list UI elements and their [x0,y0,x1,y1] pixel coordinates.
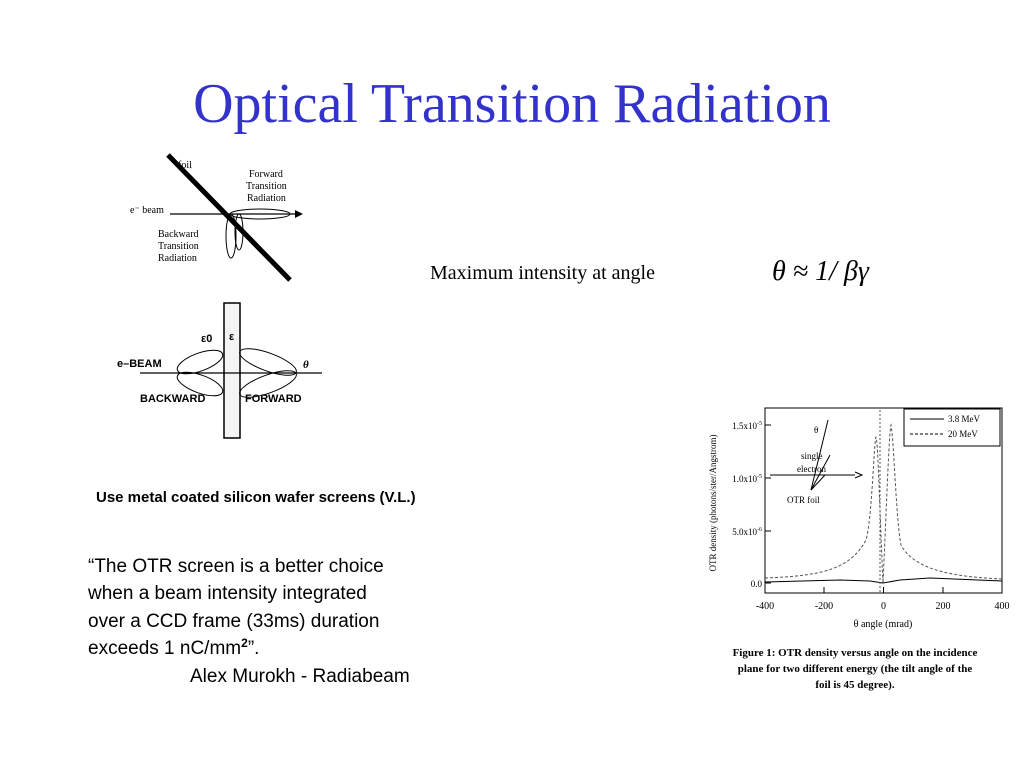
lobe [176,349,224,375]
tick-exp: -5 [757,421,762,427]
label: Radiation [158,253,197,264]
y-tick-label: 1.0x10-5 [732,474,762,484]
label: Transition [158,241,199,252]
label: Transition [246,181,287,192]
inset-label: electron [797,464,826,474]
y-tick-label: 0.0 [751,579,763,589]
x-tick-label: 0 [881,601,886,612]
inset-line [810,474,826,491]
arrow [295,210,303,218]
quote-line: exceeds 1 nC/mm2”. [88,636,259,659]
note: Use metal coated silicon wafer screens (… [96,489,416,506]
legend-label: 20 MeV [948,429,978,439]
label: Backward [158,229,199,240]
label: θ [303,359,309,371]
screen [223,302,241,439]
plot: 1.5x10-5 1.0x10-5 5.0x10-6 0.0 -400 -200… [708,407,1010,691]
curve-20mev [764,423,1003,584]
lobe [225,213,237,259]
tick-text: 1.5x10 [732,421,757,431]
superscript: 2 [241,636,248,650]
y-label: OTR density (photons/ster/Angstrom) [708,435,718,572]
quote-line: when a beam intensity integrated [87,583,367,604]
quote-text: exceeds 1 nC/mm [88,638,241,659]
tick-exp: -5 [757,474,762,480]
x-tick-label: 400 [995,601,1010,612]
label: foil [178,160,192,171]
inset-line [810,454,831,491]
y-tick-label: 1.5x10-5 [732,421,762,431]
inset [770,419,864,491]
quote-close: ”. [248,638,260,659]
tick-text: 1.0x10 [732,474,757,484]
lobe [239,348,297,376]
lobe [239,370,297,398]
tick-text: 5.0x10 [732,527,757,537]
label: FORWARD [245,393,302,405]
lobe [234,213,244,251]
legend-box [903,408,1001,447]
diagram-bottom: ε0 ε e–BEAM θ BACKWARD FORWARD [117,302,322,439]
label: BACKWARD [140,393,205,405]
quote: “The OTR screen is a better choice when … [87,556,410,687]
inset-line [810,419,829,491]
legend-label: 3.8 MeV [948,414,980,424]
quote-author: Alex Murokh - Radiabeam [190,666,410,687]
inset-label: OTR foil [787,495,820,505]
inset-label: θ [814,425,818,435]
diagram-top: foil Forward Transition Radiation e⁻ bea… [130,153,303,282]
label: ε [229,331,235,343]
slide-title: Optical Transition Radiation [193,73,831,135]
quote-line: “The OTR screen is a better choice [88,556,384,577]
caption: plane for two different energy (the tilt… [738,663,973,675]
formula-math: θ ≈ 1/ βγ [772,256,870,287]
curve-3.8mev [764,577,1003,584]
y-tick-label: 5.0x10-6 [732,527,762,537]
caption: foil is 45 degree). [815,679,894,691]
tick-exp: -6 [757,527,762,533]
inset-label: single [801,451,823,461]
x-tick-label: -200 [815,601,833,612]
caption: Figure 1: OTR density versus angle on th… [733,647,978,659]
foil-line [166,153,292,282]
arrow [854,471,864,479]
x-tick-label: -400 [756,601,774,612]
x-label: θ angle (mrad) [854,619,913,630]
label: ε0 [201,333,212,345]
legend: 3.8 MeV 20 MeV [903,408,1001,447]
quote-line: over a CCD frame (33ms) duration [88,611,379,632]
lobe [176,371,224,397]
formula-text: Maximum intensity at angle [430,262,655,284]
label: e⁻ beam [130,205,164,216]
label: Radiation [247,193,286,204]
x-tick-label: 200 [936,601,951,612]
label: Forward [249,169,283,180]
label: e–BEAM [117,358,162,370]
